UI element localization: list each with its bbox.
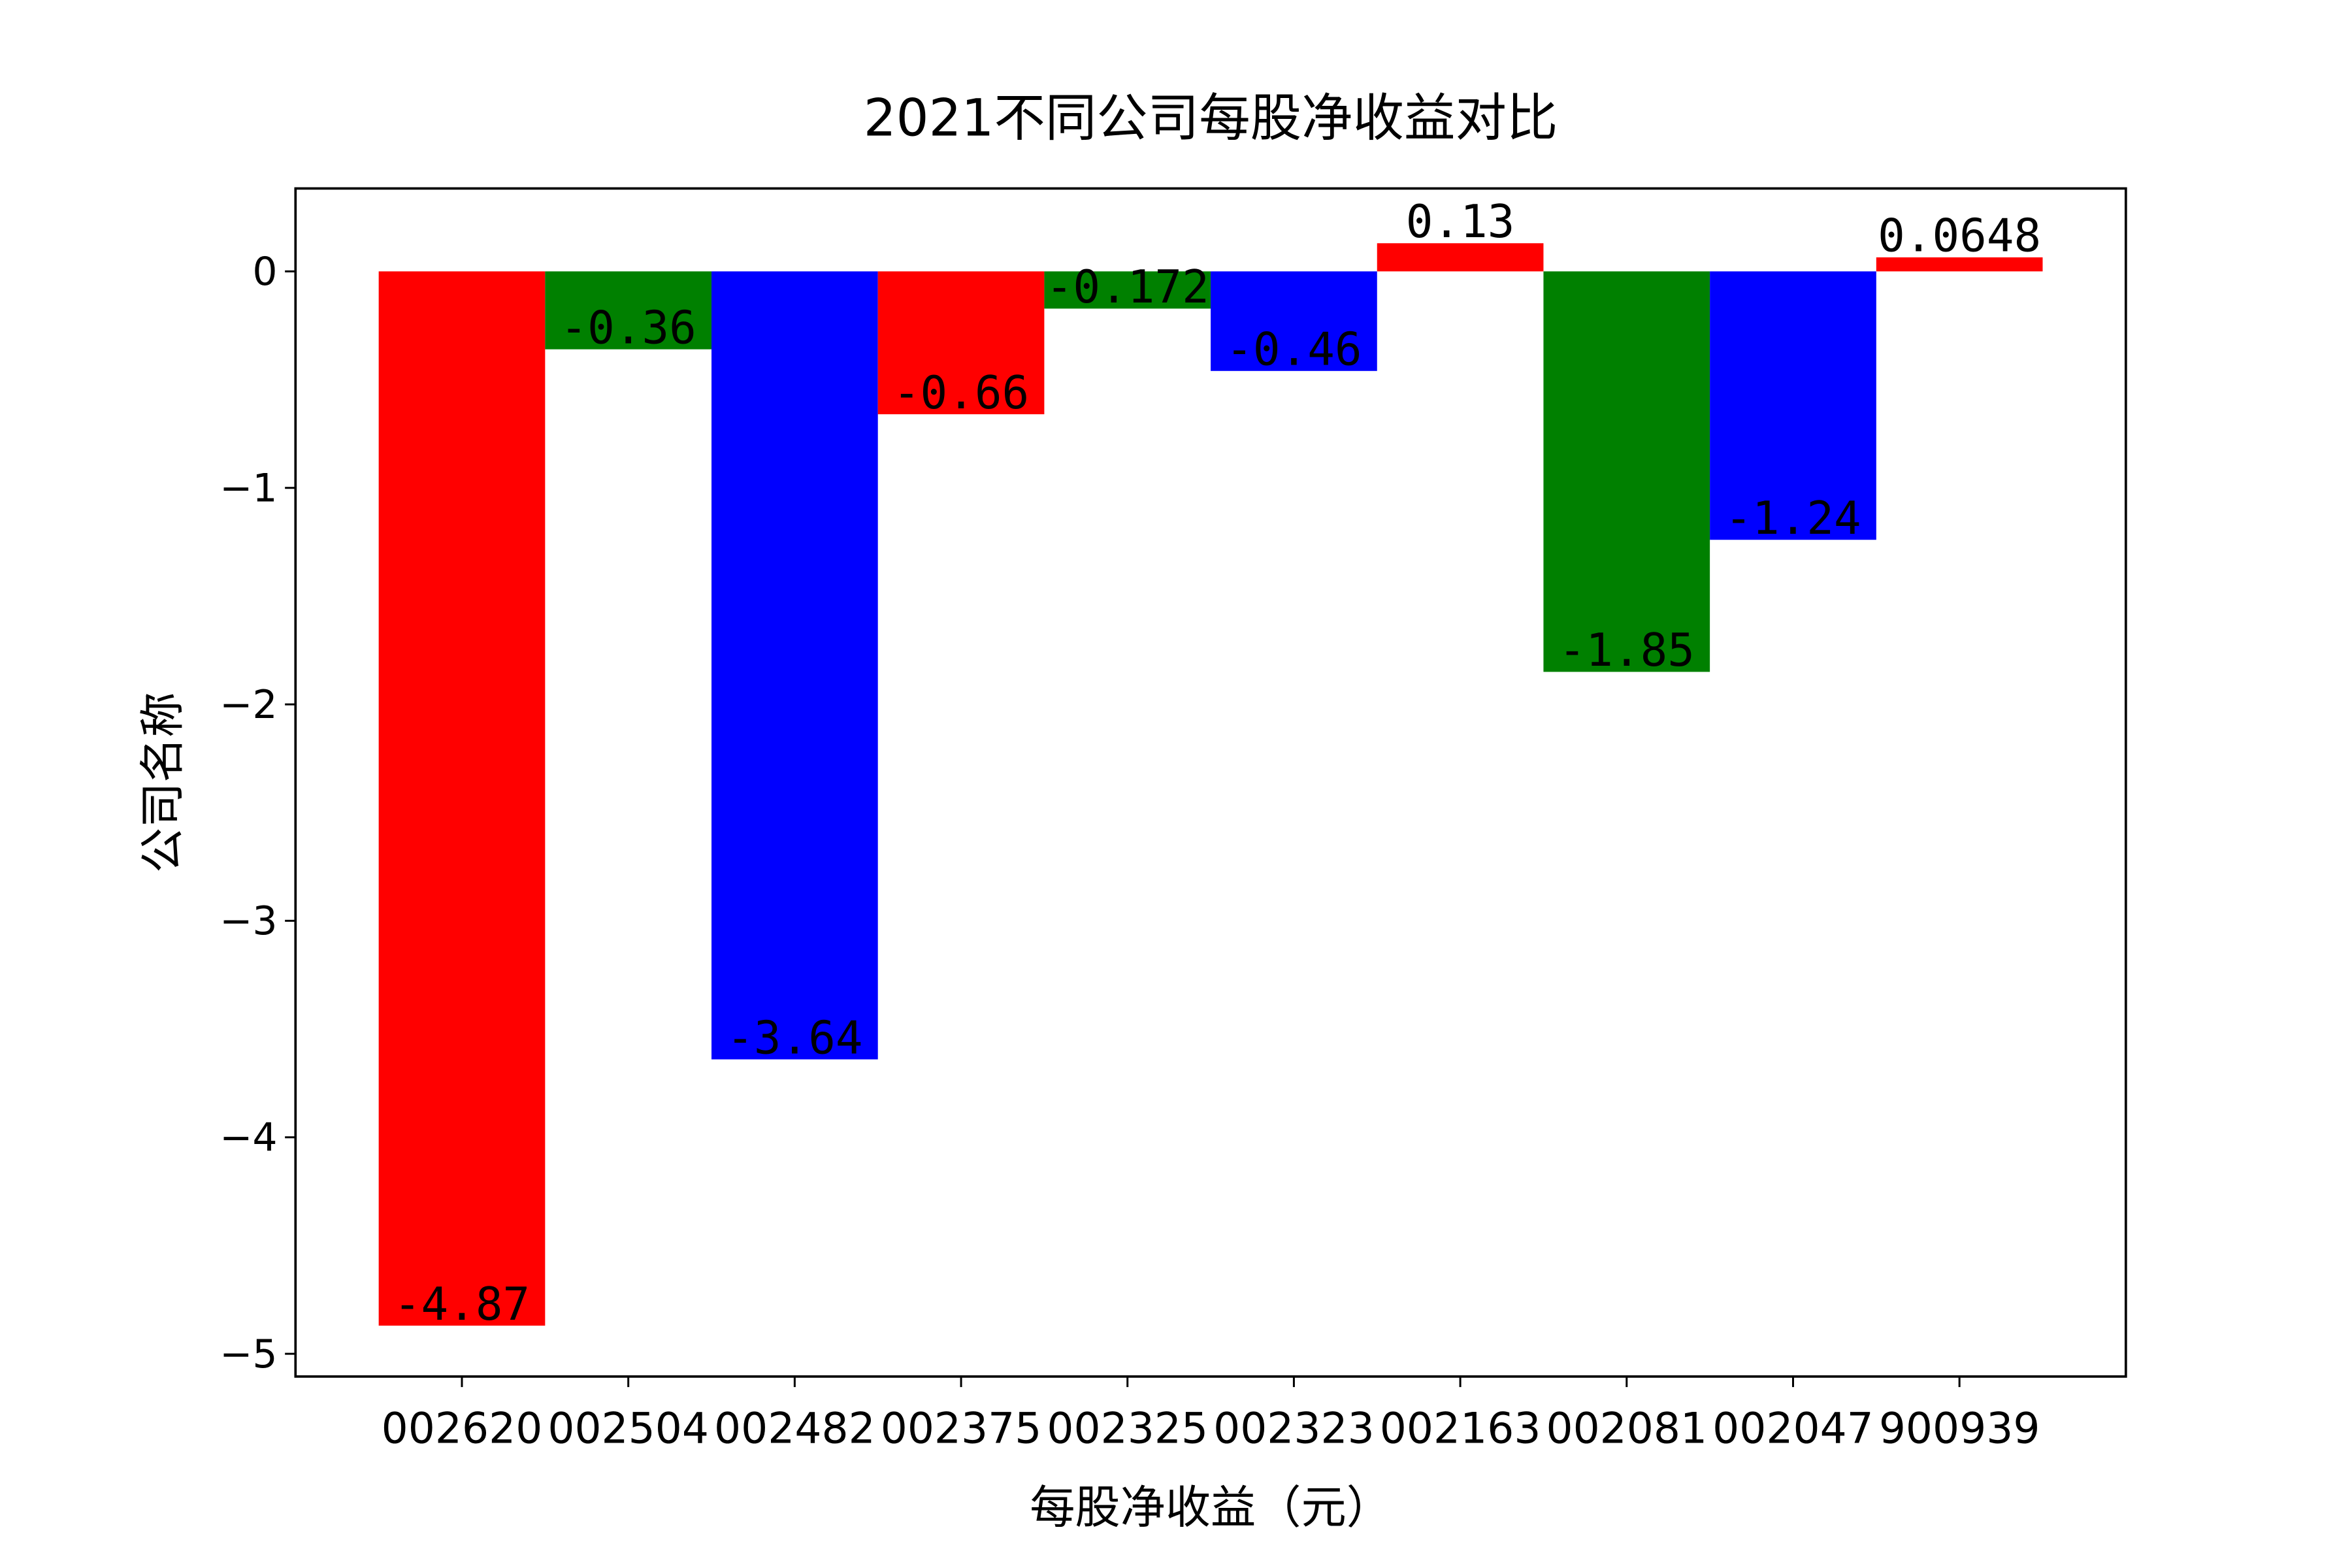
- y-axis-label: 公司名称: [137, 692, 189, 873]
- value-label: -0.172: [1046, 261, 1209, 314]
- value-label: -3.64: [727, 1012, 862, 1064]
- bar: [711, 271, 878, 1060]
- x-axis-label: 每股净收益（元）: [1030, 1482, 1392, 1534]
- y-tick-label: 0: [252, 249, 277, 295]
- value-label: -1.24: [1725, 493, 1861, 545]
- bar: [545, 271, 712, 350]
- x-tick-label: 900939: [1879, 1404, 2040, 1453]
- value-label: -1.85: [1559, 625, 1695, 677]
- value-label: -0.36: [560, 302, 696, 354]
- x-tick-label: 002325: [1047, 1404, 1208, 1453]
- bar: [1876, 257, 2043, 272]
- x-tick-label: 002504: [547, 1404, 709, 1453]
- x-tick-label: 002163: [1380, 1404, 1541, 1453]
- bar: [378, 271, 546, 1326]
- value-label: -4.87: [394, 1279, 530, 1331]
- y-tick-label: −2: [220, 682, 277, 728]
- bar: [1211, 271, 1377, 371]
- y-tick-label: −1: [220, 465, 277, 511]
- value-label: -0.46: [1226, 324, 1362, 376]
- y-tick-label: −5: [220, 1331, 277, 1377]
- y-tick-label: −4: [220, 1115, 277, 1161]
- x-tick-label: 002620: [382, 1404, 543, 1453]
- x-tick-label: 002482: [714, 1404, 875, 1453]
- x-tick-label: 002047: [1712, 1404, 1874, 1453]
- value-label: 0.0648: [1878, 210, 2041, 263]
- bar: [877, 271, 1045, 415]
- bar: [1044, 271, 1211, 309]
- bar: [1543, 271, 1710, 672]
- plot-frame: [294, 187, 2127, 1378]
- chart-title: 2021不同公司每股净收益对比: [864, 88, 1558, 148]
- y-tick-label: −3: [220, 898, 277, 944]
- value-label: -0.66: [893, 367, 1029, 419]
- x-tick-label: 002081: [1546, 1404, 1707, 1453]
- bar: [1377, 243, 1544, 272]
- bar: [1710, 271, 1876, 540]
- value-label: 0.13: [1406, 196, 1515, 248]
- x-tick-label: 002375: [881, 1404, 1042, 1453]
- x-tick-label: 002323: [1213, 1404, 1375, 1453]
